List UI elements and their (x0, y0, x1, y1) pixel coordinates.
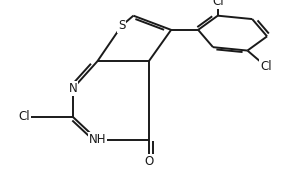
Text: Cl: Cl (212, 0, 224, 8)
Text: Cl: Cl (260, 60, 272, 73)
Text: N: N (68, 82, 77, 95)
Text: NH: NH (89, 133, 106, 146)
Text: S: S (118, 19, 125, 32)
Text: Cl: Cl (18, 110, 30, 123)
Text: O: O (144, 155, 153, 168)
